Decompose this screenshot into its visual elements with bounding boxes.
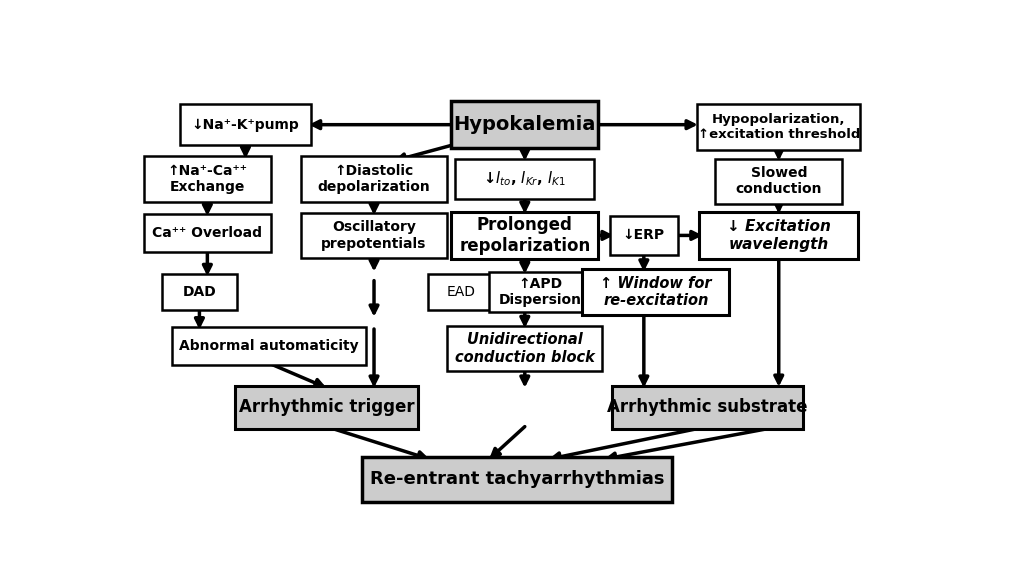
- Text: Hypopolarization,
↑excitation threshold: Hypopolarization, ↑excitation threshold: [697, 113, 860, 141]
- FancyBboxPatch shape: [180, 104, 311, 145]
- Text: Re-entrant tachyarrhythmias: Re-entrant tachyarrhythmias: [370, 471, 665, 488]
- Text: ↑Na⁺-Ca⁺⁺
Exchange: ↑Na⁺-Ca⁺⁺ Exchange: [167, 164, 248, 194]
- Text: Oscillatory
prepotentials: Oscillatory prepotentials: [322, 220, 427, 251]
- FancyBboxPatch shape: [456, 158, 594, 199]
- FancyBboxPatch shape: [447, 326, 602, 371]
- FancyBboxPatch shape: [301, 156, 447, 201]
- Text: ↑ Window for
re-excitation: ↑ Window for re-excitation: [600, 276, 712, 308]
- Text: Abnormal automaticity: Abnormal automaticity: [179, 339, 359, 353]
- FancyBboxPatch shape: [452, 101, 598, 149]
- Text: Arrhythmic trigger: Arrhythmic trigger: [239, 398, 415, 416]
- FancyBboxPatch shape: [143, 156, 270, 201]
- Text: ↓ Excitation
wavelength: ↓ Excitation wavelength: [727, 219, 830, 252]
- FancyBboxPatch shape: [612, 386, 803, 429]
- Text: Arrhythmic substrate: Arrhythmic substrate: [607, 398, 808, 416]
- FancyBboxPatch shape: [452, 212, 598, 259]
- FancyBboxPatch shape: [143, 214, 270, 252]
- Text: Ca⁺⁺ Overload: Ca⁺⁺ Overload: [153, 226, 262, 240]
- FancyBboxPatch shape: [362, 457, 672, 502]
- Text: ↓Na⁺-K⁺pump: ↓Na⁺-K⁺pump: [191, 117, 299, 131]
- Text: Prolonged
repolarization: Prolonged repolarization: [459, 216, 591, 255]
- FancyBboxPatch shape: [583, 269, 729, 315]
- Text: ↓$I_{to}$, $I_{Kr}$, $I_{K1}$: ↓$I_{to}$, $I_{Kr}$, $I_{K1}$: [483, 170, 566, 188]
- FancyBboxPatch shape: [699, 212, 858, 259]
- FancyBboxPatch shape: [162, 274, 238, 310]
- FancyBboxPatch shape: [172, 327, 367, 365]
- Text: DAD: DAD: [182, 285, 216, 299]
- Text: ↓ERP: ↓ERP: [623, 228, 665, 242]
- FancyBboxPatch shape: [236, 386, 418, 429]
- Text: Unidirectional
conduction block: Unidirectional conduction block: [455, 332, 595, 365]
- FancyBboxPatch shape: [489, 272, 592, 312]
- Text: ↑APD
Dispersion: ↑APD Dispersion: [499, 277, 583, 307]
- Text: Slowed
conduction: Slowed conduction: [735, 166, 822, 196]
- FancyBboxPatch shape: [610, 216, 678, 255]
- Text: Hypokalemia: Hypokalemia: [454, 115, 596, 134]
- FancyBboxPatch shape: [301, 213, 447, 258]
- Text: EAD: EAD: [446, 285, 476, 299]
- FancyBboxPatch shape: [428, 274, 495, 310]
- FancyBboxPatch shape: [715, 158, 842, 204]
- FancyBboxPatch shape: [697, 104, 860, 150]
- Text: ↑Diastolic
depolarization: ↑Diastolic depolarization: [317, 164, 430, 194]
